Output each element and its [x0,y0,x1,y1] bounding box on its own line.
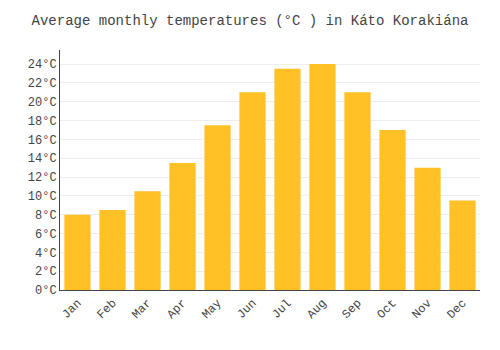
svg-text:22°C: 22°C [28,77,57,91]
svg-text:6°C: 6°C [35,228,57,242]
svg-text:Feb: Feb [94,297,119,322]
svg-text:Jul: Jul [269,297,294,322]
svg-text:20°C: 20°C [28,96,57,110]
svg-text:Dec: Dec [444,297,469,322]
svg-text:Sep: Sep [339,297,364,322]
svg-text:12°C: 12°C [28,171,57,185]
svg-text:Jan: Jan [59,297,84,322]
svg-text:Oct: Oct [374,297,399,322]
svg-text:Jun: Jun [234,297,259,322]
svg-text:Apr: Apr [164,297,189,322]
svg-text:Mar: Mar [129,297,154,322]
svg-text:8°C: 8°C [35,209,57,223]
svg-text:2°C: 2°C [35,265,57,279]
svg-text:16°C: 16°C [28,134,57,148]
svg-text:May: May [199,297,224,322]
svg-text:14°C: 14°C [28,152,57,166]
svg-text:0°C: 0°C [35,284,57,298]
svg-text:10°C: 10°C [28,190,57,204]
svg-text:Nov: Nov [409,297,434,322]
svg-text:24°C: 24°C [28,58,57,72]
svg-text:Average monthly temperatures (: Average monthly temperatures (°C ) in Ká… [32,13,469,29]
svg-text:4°C: 4°C [35,247,57,261]
svg-text:18°C: 18°C [28,115,57,129]
svg-text:Aug: Aug [304,297,329,322]
